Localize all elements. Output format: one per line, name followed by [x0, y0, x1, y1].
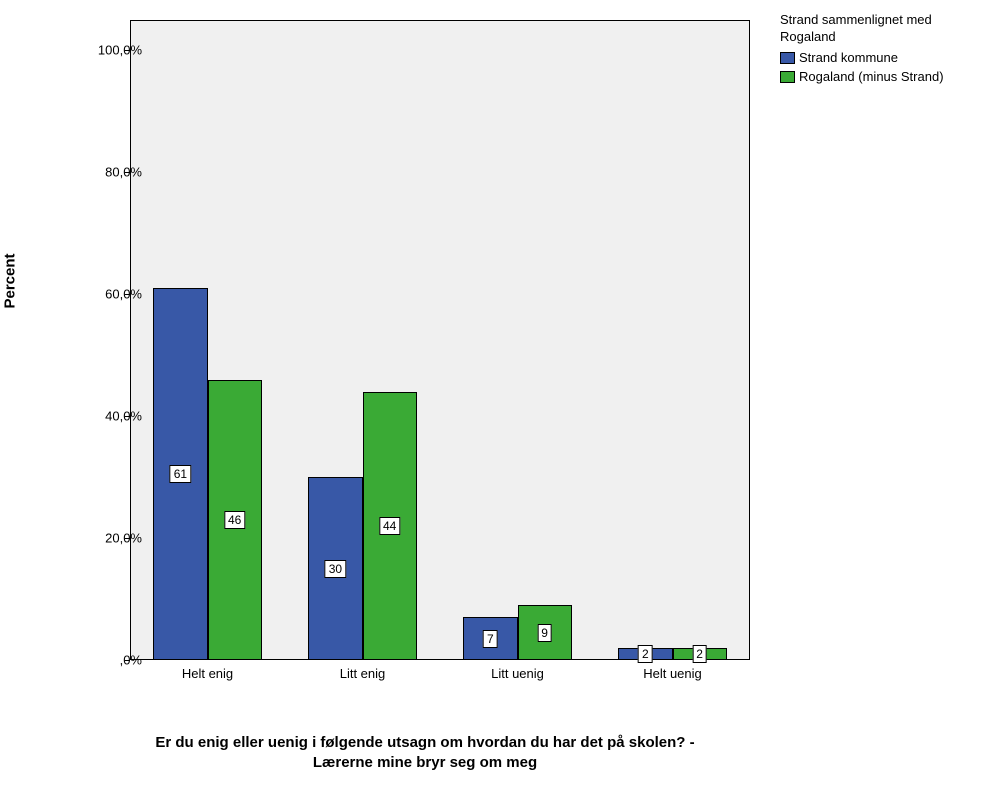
legend-item: Rogaland (minus Strand) — [780, 69, 975, 86]
y-tick-mark — [125, 538, 130, 539]
y-tick-label: 20,0% — [72, 531, 142, 546]
bar-data-label: 44 — [379, 517, 400, 535]
y-tick-mark — [125, 416, 130, 417]
y-axis-label: Percent — [2, 253, 19, 308]
chart-wrapper: Percent ,0% 20,0% 40,0% 60,0% 80,0% 100,0% He… — [0, 0, 770, 787]
y-tick-mark — [125, 660, 130, 661]
y-tick-label: 80,0% — [72, 165, 142, 180]
y-tick-label: 40,0% — [72, 409, 142, 424]
legend-item: Strand kommune — [780, 50, 975, 67]
x-tick-label: Litt enig — [340, 666, 386, 681]
legend-items: Strand kommune Rogaland (minus Strand) — [780, 50, 975, 86]
bar-data-label: 9 — [537, 624, 552, 642]
x-tick-label: Litt uenig — [491, 666, 544, 681]
legend-swatch — [780, 71, 795, 83]
y-tick-label: 100,0% — [72, 43, 142, 58]
legend: Strand sammenlignet med Rogaland Strand … — [780, 12, 975, 88]
bar-data-label: 46 — [224, 511, 245, 529]
bar-data-label: 7 — [483, 630, 498, 648]
bar-data-label: 2 — [692, 645, 707, 663]
legend-title: Strand sammenlignet med Rogaland — [780, 12, 975, 46]
legend-swatch — [780, 52, 795, 64]
legend-item-label: Rogaland (minus Strand) — [799, 69, 944, 86]
x-tick-label: Helt enig — [182, 666, 233, 681]
x-tick-label: Helt uenig — [643, 666, 702, 681]
y-tick-mark — [125, 294, 130, 295]
x-axis-title: Er du enig eller uenig i følgende utsagn… — [150, 733, 700, 772]
chart-container: Percent ,0% 20,0% 40,0% 60,0% 80,0% 100,0% He… — [0, 0, 982, 787]
bar-data-label: 61 — [170, 465, 191, 483]
legend-item-label: Strand kommune — [799, 50, 898, 67]
y-tick-label: ,0% — [72, 653, 142, 668]
y-tick-mark — [125, 172, 130, 173]
bar-data-label: 30 — [325, 560, 346, 578]
bar-data-label: 2 — [638, 645, 653, 663]
y-tick-mark — [125, 50, 130, 51]
y-tick-label: 60,0% — [72, 287, 142, 302]
